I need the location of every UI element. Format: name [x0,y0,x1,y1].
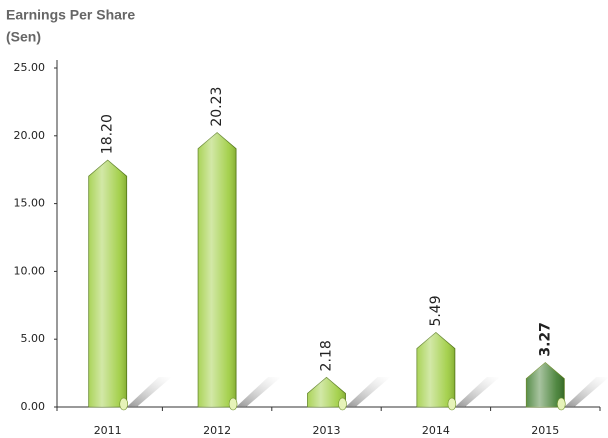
y-tick-label: 0.00 [21,400,46,413]
bar-base [338,397,347,411]
bar-base [556,397,566,411]
y-tick-label: 20.00 [14,129,46,142]
bar-shine [526,362,565,407]
bar-shine [416,332,455,407]
bar-shine [307,377,346,407]
chart-subtitle: (Sen) [6,29,41,45]
value-label: 20.23 [209,87,225,127]
bar-base [228,397,238,411]
x-tick-label: 2011 [94,424,122,437]
y-tick-label: 10.00 [14,264,46,277]
y-tick-label: 15.00 [14,197,46,210]
value-label: 18.20 [100,114,116,154]
value-label: 2.18 [319,340,335,371]
x-tick-label: 2012 [203,424,231,437]
bar-shadow [236,377,282,407]
bar-shadow [454,377,500,407]
bar-base [119,397,128,411]
chart-title: Earnings Per Share [6,7,135,23]
bar-shine [88,160,127,407]
y-tick-label: 25.00 [14,61,46,74]
x-tick-label: 2015 [531,424,559,437]
x-tick-label: 2013 [313,424,341,437]
bar-base [447,397,457,411]
bar-shine [198,132,237,407]
bar-shadow [126,377,172,407]
x-tick-label: 2014 [422,424,450,437]
value-label: 5.49 [428,295,444,326]
bar-shadow [345,377,391,407]
value-label: 3.27 [537,322,553,357]
bar-shadow [564,377,608,407]
y-tick-label: 5.00 [21,332,46,345]
